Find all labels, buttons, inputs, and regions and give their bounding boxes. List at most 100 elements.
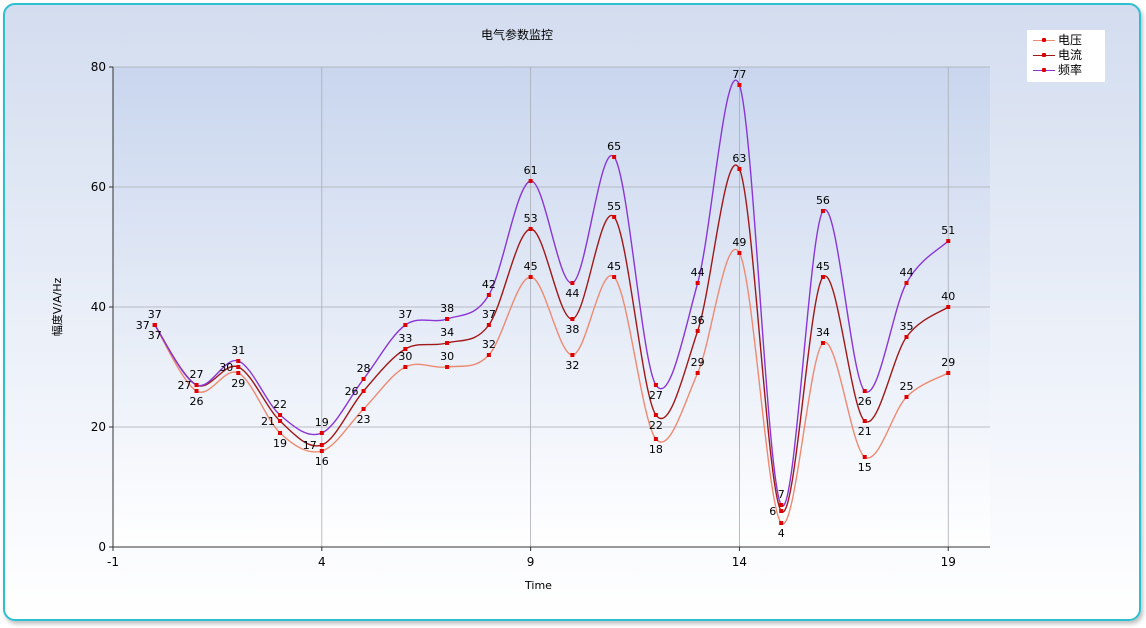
data-point — [779, 503, 784, 507]
data-labels: 37 26 29 19 16 23 30 30 32 45 32 45 18 29 49 4 34 15 25 29 3… — [136, 68, 955, 540]
data-point — [862, 389, 867, 393]
data-label: 40 — [941, 290, 955, 303]
data-point — [820, 209, 825, 213]
data-point — [528, 179, 533, 183]
data-point — [445, 365, 450, 369]
data-point — [820, 341, 825, 345]
data-point — [445, 317, 450, 321]
data-label: 34 — [440, 326, 454, 339]
data-point — [570, 353, 575, 357]
data-label: 32 — [565, 359, 579, 372]
data-label: 44 — [691, 266, 705, 279]
data-label: 77 — [732, 68, 746, 81]
data-point — [361, 377, 366, 381]
legend-label: 电流 — [1058, 48, 1083, 62]
y-tick-label: 40 — [91, 300, 106, 314]
x-tick-label: 9 — [527, 555, 535, 569]
data-label: 28 — [357, 362, 371, 375]
data-point — [152, 323, 157, 327]
data-label: 37 — [398, 308, 412, 321]
data-label: 26 — [345, 385, 359, 398]
data-point — [236, 365, 241, 369]
data-label: 4 — [778, 527, 785, 540]
data-label: 37 — [148, 329, 162, 342]
data-point — [904, 281, 909, 285]
data-label: 29 — [231, 377, 245, 390]
data-label: 19 — [315, 416, 329, 429]
legend-marker — [1042, 53, 1046, 57]
data-label: 31 — [231, 344, 245, 357]
data-label: 29 — [941, 356, 955, 369]
legend-marker — [1042, 68, 1046, 72]
data-point — [278, 431, 283, 435]
data-label: 45 — [816, 260, 830, 273]
x-tick-label: -1 — [107, 555, 119, 569]
data-label: 34 — [816, 326, 830, 339]
legend-label: 电压 — [1058, 33, 1083, 47]
data-point — [904, 395, 909, 399]
data-label: 16 — [315, 455, 329, 468]
y-tick-label: 80 — [91, 60, 106, 74]
legend-item-voltage: 电压 — [1033, 32, 1105, 48]
data-point — [570, 281, 575, 285]
data-label: 61 — [524, 164, 538, 177]
data-point — [737, 167, 742, 171]
data-label: 37 — [148, 308, 162, 321]
data-point — [737, 251, 742, 255]
y-tick-label: 20 — [91, 420, 106, 434]
data-label: 25 — [899, 380, 913, 393]
data-label: 38 — [440, 302, 454, 315]
legend-item-frequency: 频率 — [1033, 62, 1105, 78]
data-point — [862, 455, 867, 459]
data-point — [278, 419, 283, 423]
legend-marker — [1042, 38, 1046, 42]
data-point — [486, 353, 491, 357]
data-label: 36 — [691, 314, 705, 327]
data-label: 6 — [769, 505, 776, 518]
data-point — [820, 275, 825, 279]
data-point — [528, 275, 533, 279]
data-point — [486, 323, 491, 327]
data-label: 27 — [178, 379, 192, 392]
x-tick-label: 4 — [318, 555, 326, 569]
data-point — [904, 335, 909, 339]
data-label: 29 — [691, 356, 705, 369]
data-label: 15 — [858, 461, 872, 474]
chart-panel: -1 4 9 14 19 0 20 40 60 80 37 26 29 19 16 23 30 30 32 45 32… — [3, 3, 1141, 621]
x-tick-label: 19 — [941, 555, 956, 569]
data-label: 56 — [816, 194, 830, 207]
data-point — [946, 371, 951, 375]
data-label: 27 — [190, 368, 204, 381]
data-label: 19 — [273, 437, 287, 450]
data-point — [612, 155, 617, 159]
data-point — [528, 227, 533, 231]
data-label: 37 — [482, 308, 496, 321]
series-layer — [152, 79, 951, 525]
data-point — [695, 281, 700, 285]
data-point — [779, 521, 784, 525]
data-label: 26 — [858, 395, 872, 408]
data-label: 21 — [261, 415, 275, 428]
data-label: 35 — [899, 320, 913, 333]
x-axis-label: Time — [524, 579, 552, 592]
data-label: 18 — [649, 443, 663, 456]
data-label: 33 — [398, 332, 412, 345]
data-label: 45 — [524, 260, 538, 273]
data-point — [653, 413, 658, 417]
data-label: 27 — [649, 389, 663, 402]
data-label: 30 — [219, 361, 233, 374]
data-label: 26 — [190, 395, 204, 408]
data-label: 7 — [778, 488, 785, 501]
data-label: 44 — [565, 287, 579, 300]
data-point — [862, 419, 867, 423]
y-tick-label: 0 — [98, 540, 106, 554]
data-label: 37 — [136, 319, 150, 332]
data-label: 44 — [899, 266, 913, 279]
data-point — [486, 293, 491, 297]
data-point — [319, 449, 324, 453]
data-label: 23 — [357, 413, 371, 426]
data-label: 21 — [858, 425, 872, 438]
legend-label: 频率 — [1058, 63, 1083, 77]
